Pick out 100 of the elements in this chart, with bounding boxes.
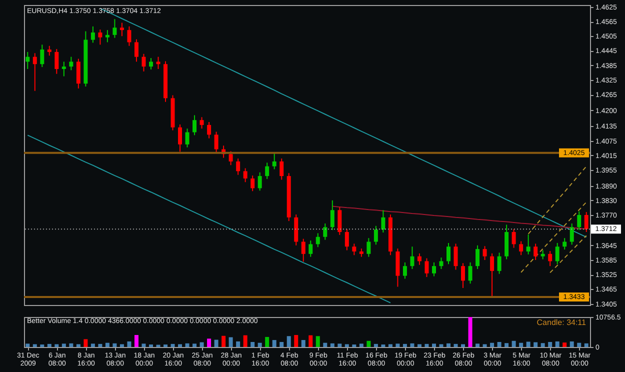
bar (359, 344, 364, 347)
candlestick (47, 45, 52, 56)
candlestick (381, 210, 386, 233)
bar (200, 342, 204, 347)
candlestick (214, 131, 218, 154)
candlestick (192, 114, 197, 136)
candlestick (301, 238, 306, 262)
candlestick (134, 38, 138, 62)
candlestick (228, 150, 233, 166)
bar (461, 344, 466, 347)
bar (112, 343, 117, 347)
candlestick (439, 257, 444, 270)
bar (32, 344, 37, 347)
bar (170, 344, 175, 347)
bar (148, 344, 153, 347)
bar (214, 340, 218, 347)
bar (98, 344, 102, 347)
bar (374, 344, 378, 347)
bar (338, 344, 342, 347)
bar (192, 344, 197, 347)
candlestick (424, 258, 429, 278)
candlestick (250, 175, 255, 192)
candlestick (178, 124, 182, 152)
candlestick (454, 243, 458, 270)
bar (26, 344, 30, 347)
candlestick (548, 250, 552, 267)
candlestick (236, 158, 240, 176)
candlestick (468, 262, 472, 284)
bar (280, 342, 284, 347)
bar (76, 344, 80, 347)
bar (468, 317, 472, 347)
candlestick (540, 250, 545, 260)
line-series (520, 202, 587, 273)
bar (330, 343, 334, 347)
bar (142, 344, 146, 347)
bar (439, 344, 444, 347)
bar (562, 342, 567, 347)
candlestick (120, 22, 124, 37)
bar (446, 343, 450, 347)
bar (127, 341, 132, 347)
candlestick (98, 29, 102, 46)
bar (388, 344, 392, 347)
candlestick (555, 242, 560, 265)
bar (120, 344, 124, 347)
bar (185, 343, 190, 347)
bar (308, 335, 313, 347)
candlestick (446, 242, 450, 265)
bar (540, 343, 545, 347)
candlestick (148, 58, 153, 70)
bar (228, 337, 233, 347)
bar (584, 343, 588, 347)
bar (366, 340, 371, 347)
candlestick (76, 58, 80, 89)
bar (250, 342, 255, 347)
candlestick (432, 262, 436, 277)
bar (410, 343, 414, 347)
candlestick (62, 61, 66, 77)
bar (497, 342, 502, 347)
candlestick (127, 26, 132, 46)
candlestick (352, 243, 356, 256)
bar (164, 344, 168, 347)
bar (236, 341, 240, 347)
bar (424, 344, 429, 347)
bar (62, 344, 66, 347)
candlestick (570, 222, 574, 246)
bar (454, 344, 458, 347)
candlestick (577, 210, 582, 231)
candlestick (374, 225, 378, 246)
bar (207, 338, 212, 347)
candlestick (526, 234, 530, 255)
candlestick (366, 238, 371, 258)
bar (526, 342, 530, 347)
candlestick (584, 212, 588, 233)
candlestick (90, 26, 95, 44)
candlestick (476, 244, 480, 270)
bar (265, 336, 270, 347)
candlestick (482, 246, 487, 260)
bar (402, 344, 407, 347)
candlestick (54, 48, 59, 74)
bar (504, 343, 509, 347)
bar (90, 344, 95, 347)
candlestick (562, 238, 567, 250)
candlestick (417, 252, 422, 266)
candlestick (156, 56, 160, 70)
bar (69, 343, 74, 347)
bar (548, 342, 552, 347)
candlestick (69, 56, 74, 71)
line-series (550, 235, 587, 274)
bar (47, 344, 52, 347)
bar (534, 342, 538, 347)
bar (490, 342, 494, 347)
bar (272, 340, 276, 347)
candlestick (497, 252, 502, 274)
candlestick (280, 158, 284, 180)
candlestick (402, 262, 407, 280)
candlestick (207, 122, 212, 139)
bar (512, 340, 516, 347)
annotation: Candle: 34:11 (536, 318, 587, 327)
candlestick (265, 162, 270, 180)
bar (519, 342, 524, 347)
